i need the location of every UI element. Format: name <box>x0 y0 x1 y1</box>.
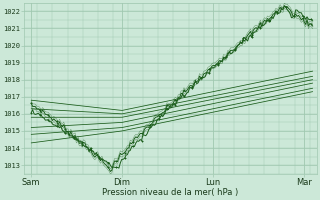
X-axis label: Pression niveau de la mer( hPa ): Pression niveau de la mer( hPa ) <box>102 188 239 197</box>
